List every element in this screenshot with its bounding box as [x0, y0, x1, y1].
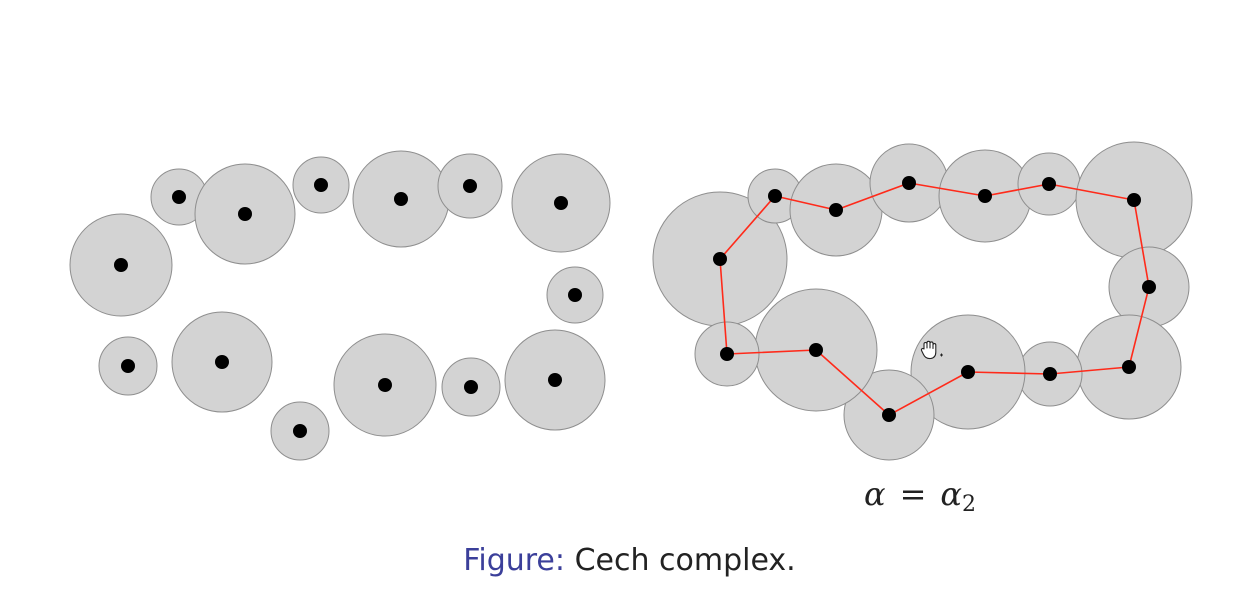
alpha-equation: α = α2 — [864, 475, 994, 517]
point-5 — [394, 192, 408, 206]
point-13 — [809, 343, 823, 357]
point-8 — [1142, 280, 1156, 294]
point-13 — [464, 380, 478, 394]
point-11 — [961, 365, 975, 379]
point-layer — [713, 176, 1156, 422]
point-2 — [768, 189, 782, 203]
disk-layer — [652, 141, 1193, 461]
point-11 — [293, 424, 307, 438]
alpha-subscript: 2 — [962, 492, 977, 517]
cech-complex-panel — [652, 141, 1193, 461]
figure-caption: Figure: Cech complex. — [0, 543, 1259, 578]
point-1 — [114, 258, 128, 272]
point-5 — [978, 189, 992, 203]
equals-sign: = — [899, 475, 927, 513]
point-3 — [238, 207, 252, 221]
point-4 — [902, 176, 916, 190]
point-12 — [378, 378, 392, 392]
point-14 — [720, 347, 734, 361]
alpha-value: α — [940, 475, 963, 513]
point-10 — [1043, 367, 1057, 381]
point-14 — [548, 373, 562, 387]
point-8 — [568, 288, 582, 302]
hand-cursor-icon — [920, 340, 943, 360]
point-6 — [1042, 177, 1056, 191]
point-10 — [215, 355, 229, 369]
point-4 — [314, 178, 328, 192]
point-12 — [882, 408, 896, 422]
point-9 — [121, 359, 135, 373]
point-cloud-panel — [69, 150, 611, 461]
caption-text: Cech complex. — [574, 543, 796, 578]
point-7 — [554, 196, 568, 210]
point-1 — [713, 252, 727, 266]
alpha-variable: α — [864, 475, 886, 513]
point-9 — [1122, 360, 1136, 374]
point-7 — [1127, 193, 1141, 207]
point-3 — [829, 203, 843, 217]
point-6 — [463, 179, 477, 193]
caption-prefix: Figure: — [463, 543, 566, 578]
point-2 — [172, 190, 186, 204]
